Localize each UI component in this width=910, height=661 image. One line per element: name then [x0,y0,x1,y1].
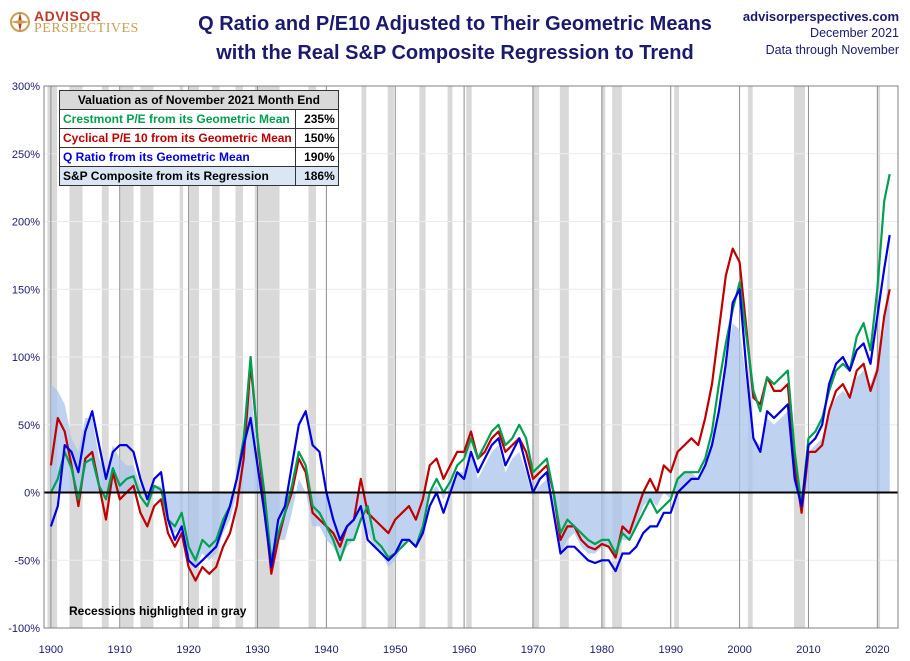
x-tick-label: 1990 [658,644,682,656]
valuation-table: Valuation as of November 2021 Month End … [59,90,339,186]
x-tick-label: 1920 [176,644,200,656]
y-axis-labels: -100% -50% 0% 50% 100% 150% 200% 250% 300% [8,81,40,635]
x-tick-label: 1930 [245,644,269,656]
compass-icon [10,12,30,32]
y-tick-label: 300% [12,81,40,93]
valuation-table-header: Valuation as of November 2021 Month End [59,90,339,110]
y-tick-label: 250% [12,149,40,161]
series-qratio-line [49,234,891,573]
y-tick-label: 50% [18,420,40,432]
legend-crestmont-label: Crestmont P/E from its Geometric Mean [59,109,296,129]
x-tick-label: 1960 [452,644,476,656]
brand-top: ADVISOR [34,8,102,24]
x-tick-label: 2010 [796,644,820,656]
site-name: advisorperspectives.com [742,9,899,24]
x-tick-label: 1940 [314,644,338,656]
legend-qratio-label: Q Ratio from its Geometric Mean [59,147,296,167]
y-tick-label: 150% [12,284,40,296]
y-tick-label: 100% [12,352,40,364]
legend-qratio-value: 190% [294,147,339,167]
x-tick-label: 2020 [865,644,889,656]
x-tick-label: 1970 [521,644,545,656]
y-tick-label: -50% [14,555,40,567]
x-tick-label: 1900 [39,644,63,656]
series-crestmont-line [49,173,891,562]
x-tick-label: 1910 [108,644,132,656]
legend-pe10-value: 150% [294,128,339,148]
legend-sp-value: 186% [294,166,339,186]
y-tick-label: -100% [8,623,40,635]
brand-bottom: PERSPECTIVES [34,21,139,36]
data-through: Data through November [765,43,899,57]
chart-title-line2: with the Real S&P Composite Regression t… [216,42,694,64]
x-tick-label: 1950 [383,644,407,656]
x-tick-label: 2000 [727,644,751,656]
x-tick-label: 1980 [590,644,614,656]
chart-meta: advisorperspectives.com December 2021 Da… [743,8,899,59]
chart-title: Q Ratio and P/E10 Adjusted to Their Geom… [150,10,760,68]
series-lines [49,173,891,582]
y-tick-label: 0% [24,488,40,500]
y-tick-label: 200% [12,217,40,229]
legend-sp-label: S&P Composite from its Regression [59,166,296,186]
legend-pe10-label: Cyclical P/E 10 from its Geometric Mean [59,128,296,148]
x-axis-labels: 1900 1910 1920 1930 1940 1950 1960 1970 1980 1990… [39,644,890,656]
chart-title-line1: Q Ratio and P/E10 Adjusted to Their Geom… [198,13,712,35]
recession-note: Recessions highlighted in gray [69,604,247,618]
publish-date: December 2021 [810,26,899,40]
legend-crestmont-value: 235% [294,109,339,129]
plot-frame [43,85,899,629]
